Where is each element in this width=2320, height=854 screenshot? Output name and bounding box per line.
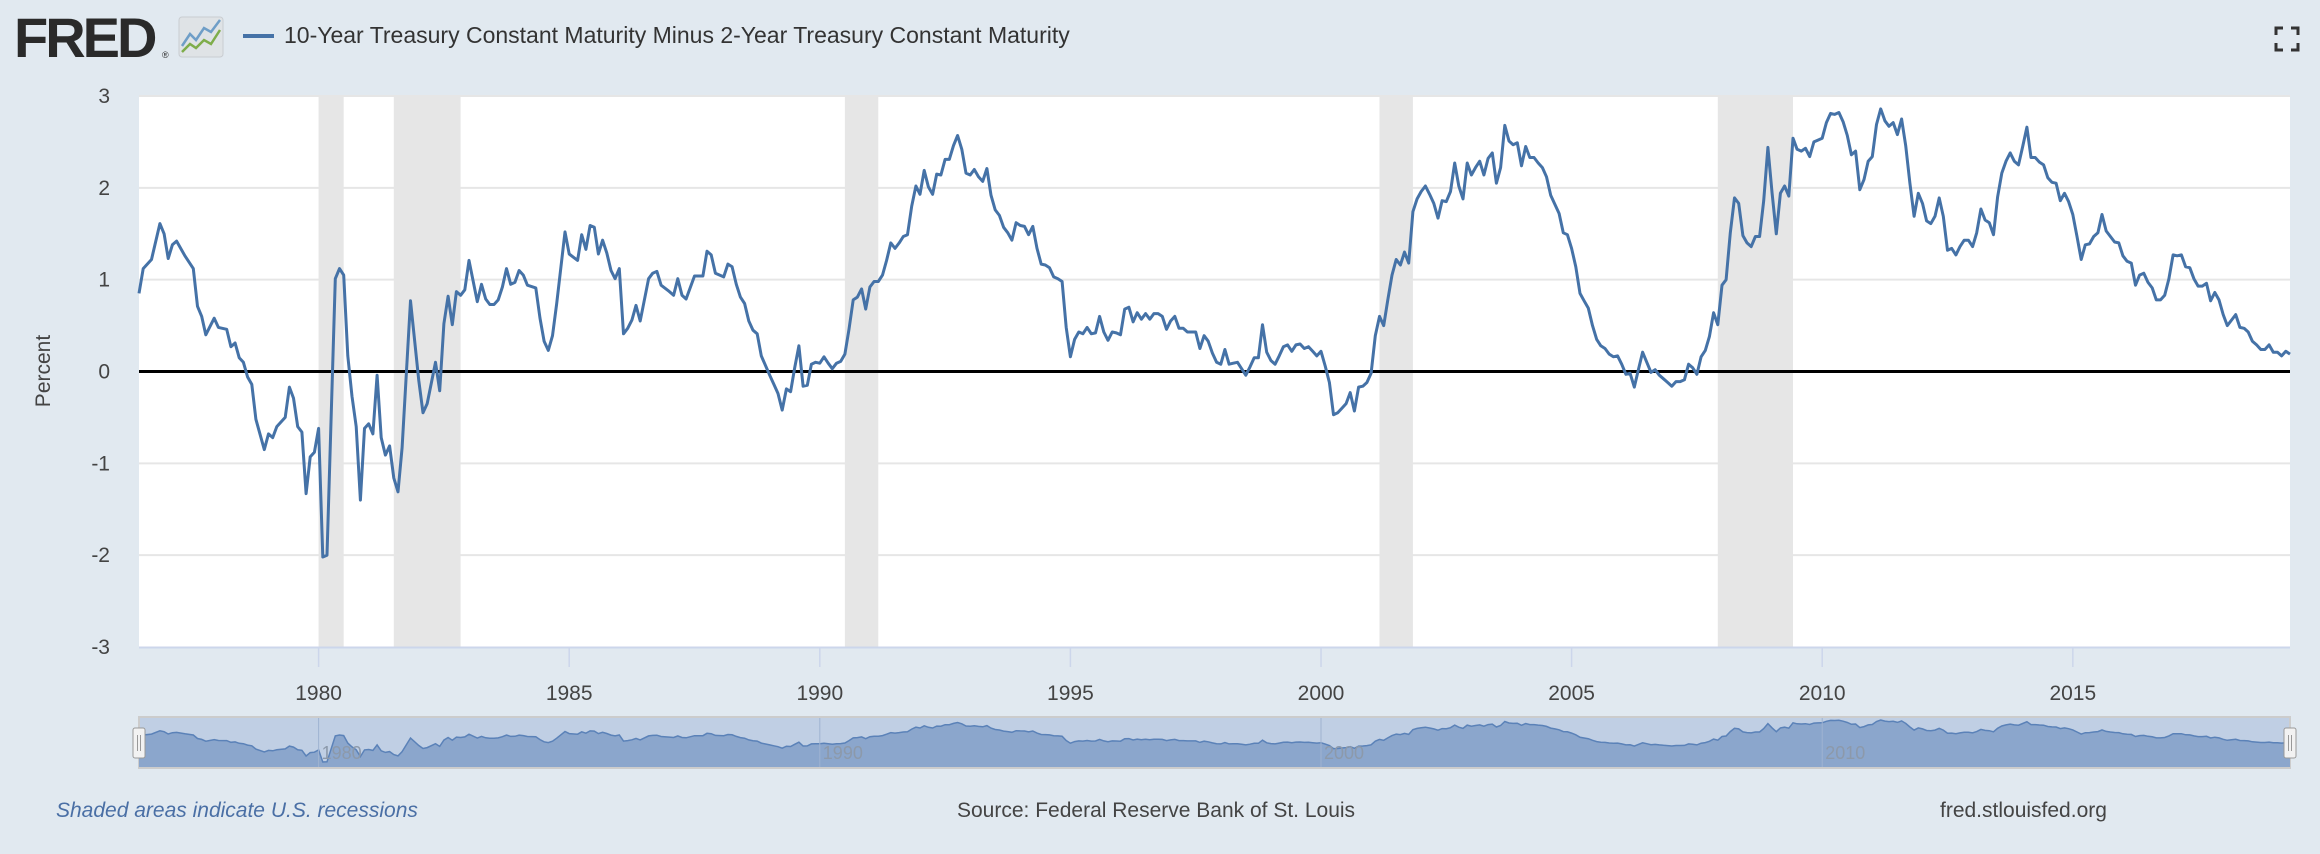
y-tick-label: -1 (91, 452, 110, 475)
y-tick-label: 2 (98, 177, 110, 200)
navigator-tick-label: 2010 (1825, 743, 1865, 763)
y-tick-label: 3 (98, 85, 110, 108)
source-text: Source: Federal Reserve Bank of St. Loui… (957, 799, 1356, 822)
x-tick-label: 2010 (1799, 682, 1846, 705)
navigator[interactable]: 1980 1990 2000 2010 (132, 716, 2297, 769)
fred-logo[interactable]: FRED (14, 6, 157, 69)
registered-mark: ® (162, 50, 169, 60)
x-tick-label: 1990 (796, 682, 843, 705)
x-tick-label: 1980 (295, 682, 342, 705)
legend-series-label[interactable]: 10-Year Treasury Constant Maturity Minus… (284, 22, 1070, 48)
y-tick-label: 1 (98, 269, 110, 292)
x-tick-label: 1995 (1047, 682, 1094, 705)
x-tick-label: 1985 (546, 682, 593, 705)
x-tick-label: 2005 (1548, 682, 1595, 705)
x-tick-label: 2000 (1298, 682, 1345, 705)
recession-note: Shaded areas indicate U.S. recessions (56, 799, 418, 822)
navigator-tick-label: 1980 (322, 743, 362, 763)
site-link[interactable]: fred.stlouisfed.org (1940, 799, 2107, 822)
y-tick-label: -3 (91, 636, 110, 659)
navigator-tick-label: 1990 (823, 743, 863, 763)
x-tick-label: 2015 (2049, 682, 2096, 705)
navigator-line (138, 719, 2291, 763)
y-tick-label: 0 (98, 361, 110, 384)
y-axis-label: Percent (32, 335, 55, 408)
expand-icon[interactable] (2274, 26, 2300, 52)
navigator-handle-left[interactable] (132, 727, 146, 759)
navigator-handle-right[interactable] (2283, 727, 2297, 759)
navigator-tick-label: 2000 (1324, 743, 1364, 763)
y-tick-label: -2 (91, 544, 110, 567)
legend-series-swatch (243, 34, 274, 38)
series-line[interactable] (137, 107, 2291, 559)
line-chart-icon (178, 16, 224, 58)
